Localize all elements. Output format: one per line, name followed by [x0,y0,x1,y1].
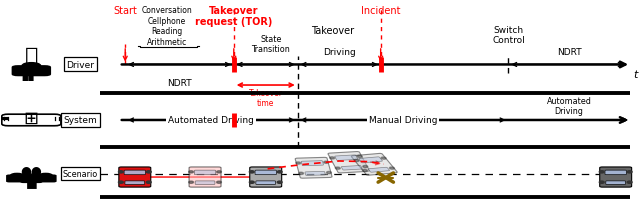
Circle shape [22,63,40,69]
FancyBboxPatch shape [600,167,632,187]
Text: Driving: Driving [323,48,356,57]
FancyBboxPatch shape [255,170,276,175]
FancyBboxPatch shape [195,181,215,185]
Circle shape [39,173,52,178]
Text: ■: ■ [26,175,37,188]
Ellipse shape [357,156,362,158]
FancyBboxPatch shape [305,172,325,176]
FancyBboxPatch shape [256,181,276,185]
Ellipse shape [147,181,151,183]
FancyBboxPatch shape [368,167,390,172]
Text: System: System [63,116,97,125]
Ellipse shape [627,181,632,183]
Ellipse shape [216,171,221,173]
Text: ⎈: ⎈ [25,47,38,67]
Ellipse shape [118,171,124,173]
Ellipse shape [277,181,282,183]
FancyBboxPatch shape [124,170,145,175]
Ellipse shape [189,181,193,183]
Ellipse shape [299,172,303,175]
Ellipse shape [189,171,193,173]
FancyBboxPatch shape [195,170,216,175]
Ellipse shape [354,160,359,162]
FancyBboxPatch shape [6,175,28,183]
FancyBboxPatch shape [20,175,42,183]
Text: Takeover
request (TOR): Takeover request (TOR) [195,6,273,27]
Ellipse shape [335,167,340,169]
Ellipse shape [216,181,221,183]
Text: Start: Start [113,6,137,16]
Ellipse shape [118,181,124,183]
Text: NDRT: NDRT [557,48,581,57]
Text: Switch
Control: Switch Control [492,26,525,45]
FancyBboxPatch shape [358,157,383,163]
Text: ●●: ●● [20,163,42,176]
Text: Takeover
time: Takeover time [249,89,283,107]
FancyBboxPatch shape [125,181,145,185]
Ellipse shape [362,170,367,172]
Text: ⊞: ⊞ [24,109,39,127]
Text: Conversation
Cellphone
Reading
Arithmetic: Conversation Cellphone Reading Arithmeti… [141,6,192,47]
Text: Incident: Incident [361,6,401,16]
FancyBboxPatch shape [189,167,221,187]
Ellipse shape [389,167,394,169]
Circle shape [10,173,24,178]
Ellipse shape [250,171,254,173]
Ellipse shape [599,171,604,173]
Text: Manual Driving: Manual Driving [369,116,437,125]
Ellipse shape [324,161,328,164]
Ellipse shape [277,171,282,173]
Circle shape [25,174,38,178]
FancyBboxPatch shape [35,175,56,183]
Ellipse shape [381,157,386,159]
FancyBboxPatch shape [12,66,51,77]
Text: ■■: ■■ [22,74,35,80]
FancyBboxPatch shape [295,158,332,178]
Text: Automated
Driving: Automated Driving [547,97,591,115]
Ellipse shape [250,181,254,183]
FancyBboxPatch shape [351,154,397,175]
Ellipse shape [330,157,335,159]
Ellipse shape [363,166,368,168]
Text: Scenario: Scenario [63,169,98,178]
Text: State
Transition: State Transition [252,34,290,53]
Ellipse shape [627,171,632,173]
Text: NDRT: NDRT [167,78,192,87]
FancyBboxPatch shape [301,161,323,166]
FancyBboxPatch shape [605,170,627,175]
Text: Driver: Driver [67,61,95,70]
Ellipse shape [147,171,151,173]
Ellipse shape [599,181,604,183]
FancyBboxPatch shape [250,167,282,187]
FancyBboxPatch shape [341,166,362,170]
FancyBboxPatch shape [606,181,625,185]
FancyBboxPatch shape [328,152,369,173]
FancyBboxPatch shape [119,167,151,187]
Ellipse shape [326,172,332,174]
FancyBboxPatch shape [335,155,358,161]
Text: Takeover: Takeover [311,26,355,36]
Text: t: t [634,69,638,79]
Ellipse shape [296,162,301,164]
Text: Automated Driving: Automated Driving [168,116,254,125]
